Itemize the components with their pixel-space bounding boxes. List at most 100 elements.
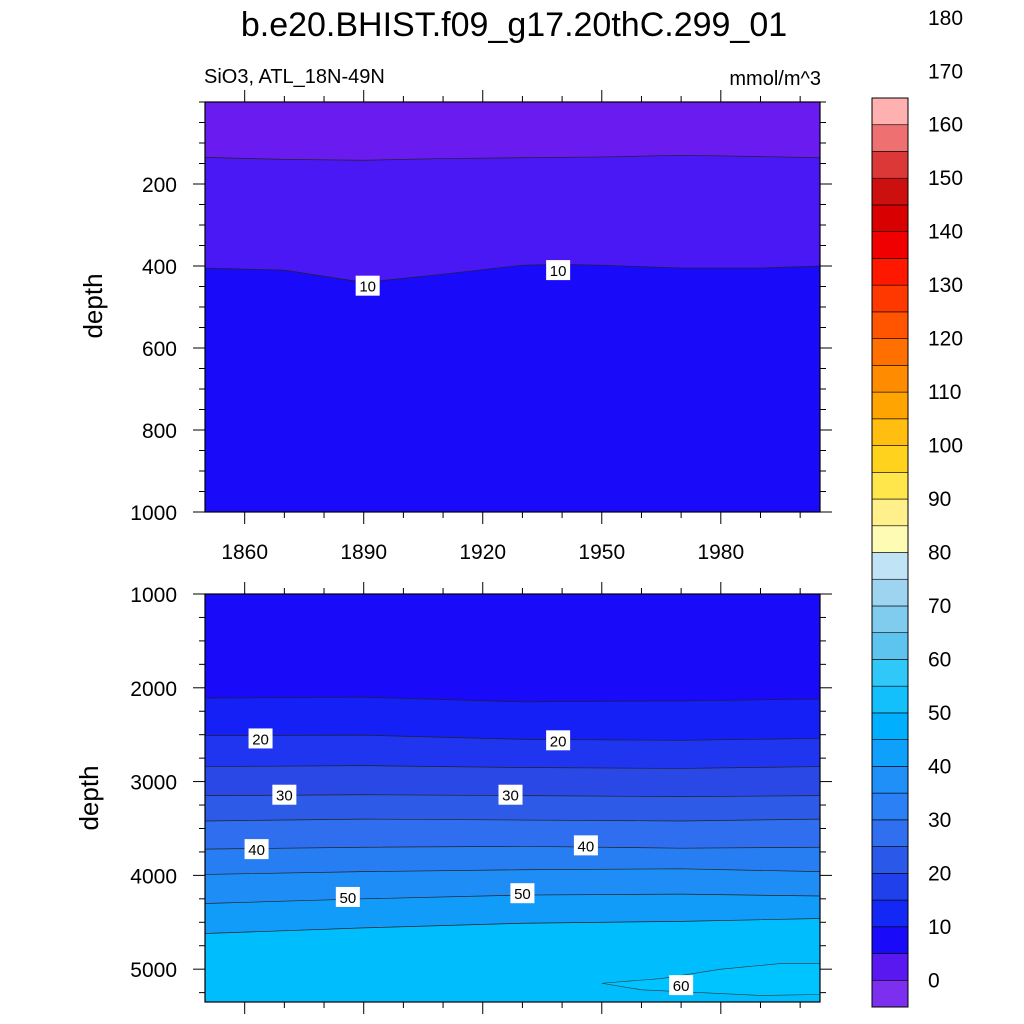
y-tick-label: 800 bbox=[142, 420, 177, 443]
subtitle-right: mmol/m^3 bbox=[729, 68, 821, 90]
contour-label-box bbox=[573, 835, 598, 856]
colorbar-label: 170 bbox=[928, 60, 963, 83]
colorbar-swatch bbox=[871, 819, 909, 847]
colorbar-swatch bbox=[871, 766, 909, 794]
colorbar-swatch bbox=[871, 525, 909, 553]
contour-label-box bbox=[669, 975, 694, 996]
plot-frame bbox=[204, 593, 821, 1003]
colorbar-swatch bbox=[871, 712, 909, 740]
colorbar-label: 70 bbox=[928, 595, 951, 618]
contour-label-box bbox=[510, 883, 535, 904]
colorbar-swatch bbox=[871, 498, 909, 527]
colorbar-swatch bbox=[871, 739, 909, 767]
colorbar-label: 60 bbox=[928, 648, 951, 671]
y-tick-label: 1000 bbox=[130, 584, 177, 607]
x-tick-label: 1980 bbox=[697, 541, 744, 564]
upper-y-axis-label: depth bbox=[78, 273, 108, 338]
contour-label: 10 bbox=[359, 279, 376, 296]
contour-label-box bbox=[248, 728, 273, 749]
lower-y-axis-label: depth bbox=[74, 765, 104, 830]
colorbar-swatch bbox=[871, 846, 909, 874]
colorbar-swatch bbox=[871, 471, 909, 500]
contour-label-box bbox=[546, 730, 571, 751]
colorbar-label: 150 bbox=[928, 167, 963, 190]
x-tick-label: 1920 bbox=[459, 541, 506, 564]
colorbar-swatch bbox=[871, 311, 909, 339]
colorbar-swatch bbox=[871, 284, 909, 313]
y-tick-label: 1000 bbox=[130, 502, 177, 525]
contour-label: 40 bbox=[248, 842, 265, 859]
colorbar-label: 140 bbox=[928, 221, 963, 244]
colorbar-swatch bbox=[871, 97, 909, 126]
colorbar-label: 100 bbox=[928, 435, 963, 458]
colorbar-swatch bbox=[871, 926, 909, 954]
contour-label: 40 bbox=[578, 838, 595, 855]
colorbar-label: 120 bbox=[928, 328, 963, 351]
colorbar-swatch bbox=[871, 685, 909, 714]
contour-line-5-line bbox=[204, 154, 821, 161]
contour-label-box bbox=[335, 886, 360, 907]
x-tick-label: 1950 bbox=[578, 541, 625, 564]
colorbar-swatch bbox=[871, 792, 909, 821]
colorbar-label: 180 bbox=[928, 7, 963, 30]
contour-label-box bbox=[244, 839, 269, 860]
colorbar-swatch bbox=[871, 953, 909, 981]
colorbar: 0 10 20 30 40 50 60 70 80 90 100 110 120 130 140 150 160… bbox=[871, 7, 963, 1008]
contour-line-20-line bbox=[204, 734, 821, 741]
contour-band-5-line bbox=[205, 102, 820, 161]
colorbar-swatch bbox=[871, 445, 909, 473]
chart-title: b.e20.BHIST.f09_g17.20thC.299_01 bbox=[241, 6, 787, 44]
contour-line-45-line bbox=[204, 868, 821, 875]
y-tick-label: 5000 bbox=[130, 959, 177, 982]
upper-panel: 1860 1890 1920 1950 1980 200 400 600 800 1000 10 10 bbox=[130, 90, 832, 564]
subtitle-left: SiO3, ATL_18N-49N bbox=[204, 66, 385, 88]
contour-band-15-line bbox=[205, 594, 820, 702]
colorbar-swatch bbox=[871, 258, 909, 286]
colorbar-swatch bbox=[871, 231, 909, 259]
colorbar-swatch bbox=[871, 204, 909, 232]
colorbar-swatch bbox=[871, 365, 909, 393]
contour-label: 30 bbox=[276, 788, 293, 805]
contour-label: 30 bbox=[502, 788, 519, 805]
colorbar-swatch bbox=[871, 177, 909, 206]
colorbar-swatch bbox=[871, 632, 909, 660]
colorbar-swatch bbox=[871, 552, 909, 580]
y-tick-label: 400 bbox=[142, 256, 177, 279]
colorbar-label: 160 bbox=[928, 114, 963, 137]
y-tick-label: 3000 bbox=[130, 772, 177, 795]
colorbar-swatch bbox=[871, 605, 909, 634]
colorbar-swatch bbox=[871, 873, 909, 901]
y-tick-label: 600 bbox=[142, 338, 177, 361]
colorbar-swatch bbox=[871, 979, 909, 1008]
contour-line-25-line bbox=[204, 765, 821, 769]
colorbar-label: 30 bbox=[928, 809, 951, 832]
contour-label: 50 bbox=[514, 886, 531, 903]
colorbar-label: 40 bbox=[928, 755, 951, 778]
contour-line-15-line bbox=[204, 696, 821, 703]
colorbar-label: 90 bbox=[928, 488, 951, 511]
colorbar-swatch bbox=[871, 578, 909, 607]
colorbar-label: 80 bbox=[928, 542, 951, 565]
colorbar-label: 10 bbox=[928, 916, 951, 939]
contour-label-box bbox=[272, 784, 297, 805]
contour-label: 60 bbox=[673, 978, 690, 995]
y-tick-label: 2000 bbox=[130, 678, 177, 701]
colorbar-swatch bbox=[871, 338, 909, 366]
x-tick-label: 1890 bbox=[340, 541, 387, 564]
colorbar-swatch bbox=[871, 418, 909, 446]
y-tick-label: 4000 bbox=[130, 865, 177, 888]
colorbar-label: 110 bbox=[928, 381, 961, 404]
y-tick-label: 200 bbox=[142, 174, 177, 197]
contour-label: 20 bbox=[550, 733, 567, 750]
lower-panel: 1000 2000 3000 4000 5000 20 20 30 30 40 40 50 50 60 bbox=[130, 582, 832, 1014]
contour-line-35-line bbox=[204, 818, 821, 822]
colorbar-swatch bbox=[871, 124, 909, 152]
contour-label: 10 bbox=[550, 263, 567, 280]
contour-label-box bbox=[355, 275, 380, 296]
colorbar-label: 0 bbox=[928, 969, 940, 992]
contour-label: 20 bbox=[252, 731, 269, 748]
colorbar-label: 20 bbox=[928, 862, 951, 885]
contour-label-box bbox=[546, 260, 571, 281]
colorbar-label: 130 bbox=[928, 274, 963, 297]
